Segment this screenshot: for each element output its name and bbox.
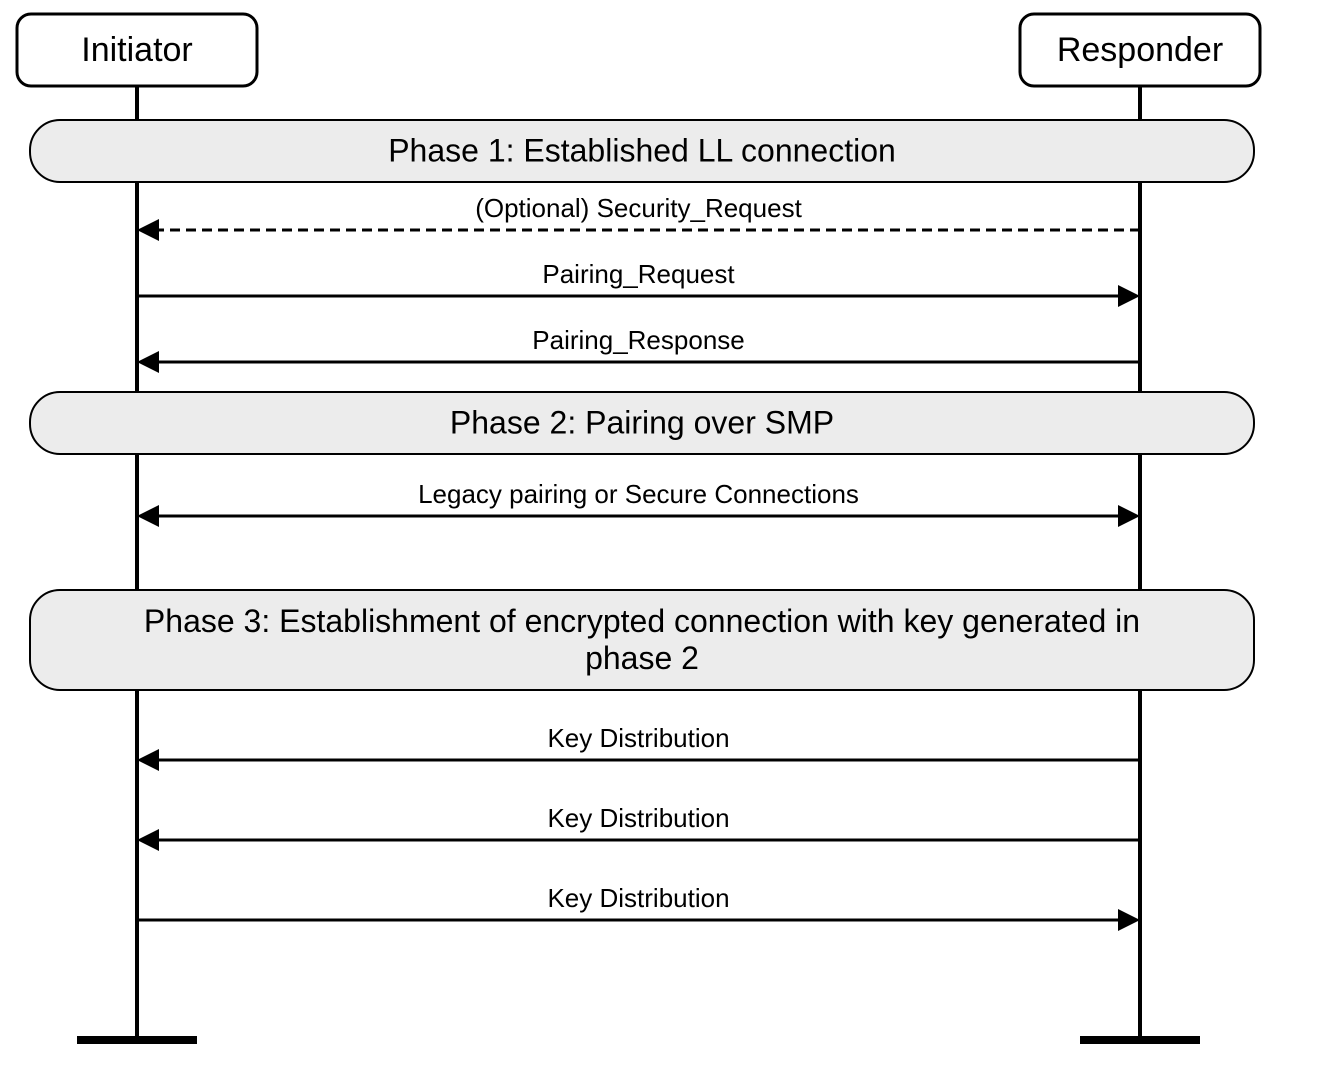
phase-label-3-line-0: Phase 3: Establishment of encrypted conn…: [144, 603, 1140, 639]
message-label-4: Key Distribution: [547, 723, 729, 753]
message-label-5: Key Distribution: [547, 803, 729, 833]
arrow-head: [137, 829, 159, 851]
arrow-head: [137, 749, 159, 771]
message-label-0: (Optional) Security_Request: [475, 193, 802, 223]
actor-label-left: Initiator: [81, 31, 193, 69]
arrow-head: [137, 351, 159, 373]
arrow-head: [137, 505, 159, 527]
phase-label-2-line-0: Phase 2: Pairing over SMP: [450, 404, 834, 440]
phase-label-3-line-1: phase 2: [585, 640, 699, 676]
message-label-3: Legacy pairing or Secure Connections: [418, 479, 859, 509]
actor-label-right: Responder: [1057, 31, 1223, 69]
message-label-6: Key Distribution: [547, 883, 729, 913]
phase-label-1-line-0: Phase 1: Established LL connection: [388, 132, 896, 168]
message-label-2: Pairing_Response: [532, 325, 744, 355]
arrow-head: [1118, 285, 1140, 307]
arrow-head: [137, 219, 159, 241]
message-label-1: Pairing_Request: [542, 259, 735, 289]
arrow-head: [1118, 909, 1140, 931]
arrow-head: [1118, 505, 1140, 527]
